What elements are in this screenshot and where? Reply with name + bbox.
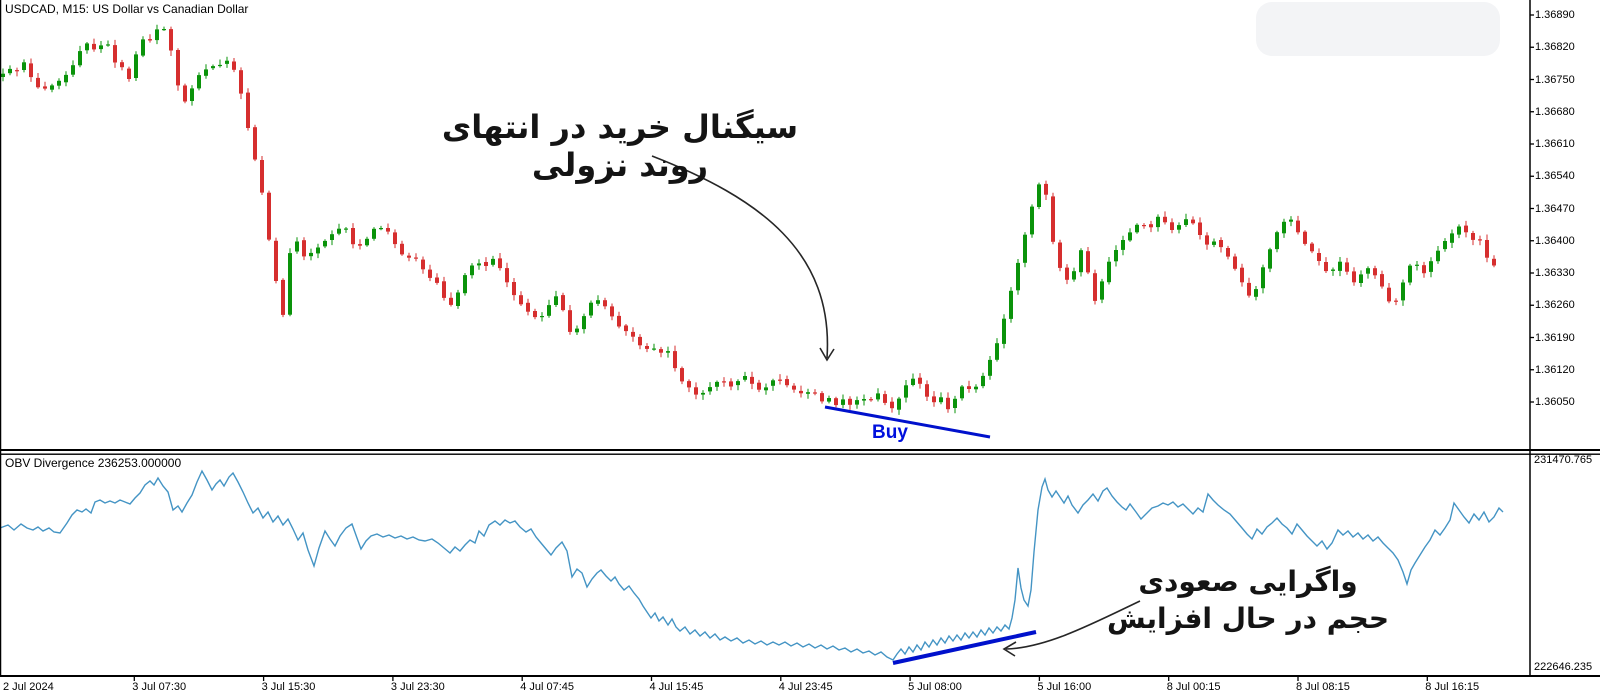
obv-divergence-trendline[interactable] [892,630,1037,665]
obv-line[interactable] [0,469,1504,661]
price-axis-label: 1.36400 [1535,234,1575,247]
obv-annotation-line2: حجم در حال افزایش [1106,602,1390,635]
obv-divergence-annotation: واگرایی صعودی حجم در حال افزایش [1090,563,1406,637]
signal-arrow-head [819,347,835,362]
tradingfinder-watermark: تریدینگ فایندر TradingFinder [1256,2,1500,56]
time-axis-label: 5 Jul 16:00 [1037,681,1092,693]
time-axis-label: 3 Jul 07:30 [132,681,187,693]
price-axis-label: 1.36750 [1535,73,1575,86]
obv-indicator-label: OBV Divergence 236253.000000 [5,456,182,470]
chart-title: USDCAD, M15: US Dollar vs Canadian Dolla… [5,2,249,16]
price-axis-label: 1.36190 [1535,331,1575,344]
price-axis-label: 1.36610 [1535,138,1575,150]
buy-signal-annotation: سیگنال خرید در انتهای روند نزولی [441,108,799,184]
time-axis-label: 4 Jul 15:45 [649,681,704,693]
price-axis-label: 1.36890 [1535,9,1575,21]
buy-label: Buy [872,422,908,443]
time-axis-label: 4 Jul 23:45 [778,681,833,693]
price-divergence-trendline[interactable] [824,405,991,439]
candles-layer[interactable] [1,24,1496,415]
time-axis-label: 8 Jul 00:15 [1166,681,1221,693]
obv-annotation-line1: واگرایی صعودی [1138,565,1358,598]
price-axis-label: 1.36330 [1535,267,1575,279]
price-axis-label: 1.36050 [1535,396,1575,408]
axis-ticks [133,14,1534,681]
time-axis-label: 3 Jul 15:30 [261,681,316,693]
price-axis-label: 1.36680 [1535,105,1575,118]
time-axis-label: 3 Jul 23:30 [390,681,445,693]
time-axis-label: 2 Jul 2024 [3,681,54,693]
time-axis-label: 8 Jul 08:15 [1296,681,1350,693]
obv-scale-min: 222646.235 [1534,661,1593,673]
price-axis-label: 1.36120 [1535,363,1575,376]
divergence-arrow [1005,600,1141,650]
price-axis-label: 1.36540 [1535,170,1575,183]
annotation-layer [651,155,1141,665]
signal-arrow [651,155,829,359]
divergence-arrow-head [1002,641,1017,657]
time-axis-label: 8 Jul 16:15 [1425,681,1480,693]
price-axis-label: 1.36470 [1535,202,1575,215]
price-axis-label: 1.36820 [1535,41,1575,54]
obv-scale-max: 231470.765 [1534,454,1593,466]
time-axis-label: 4 Jul 07:45 [520,681,575,693]
time-axis-label: 5 Jul 08:00 [908,681,962,693]
price-axis-label: 1.36260 [1535,299,1575,312]
